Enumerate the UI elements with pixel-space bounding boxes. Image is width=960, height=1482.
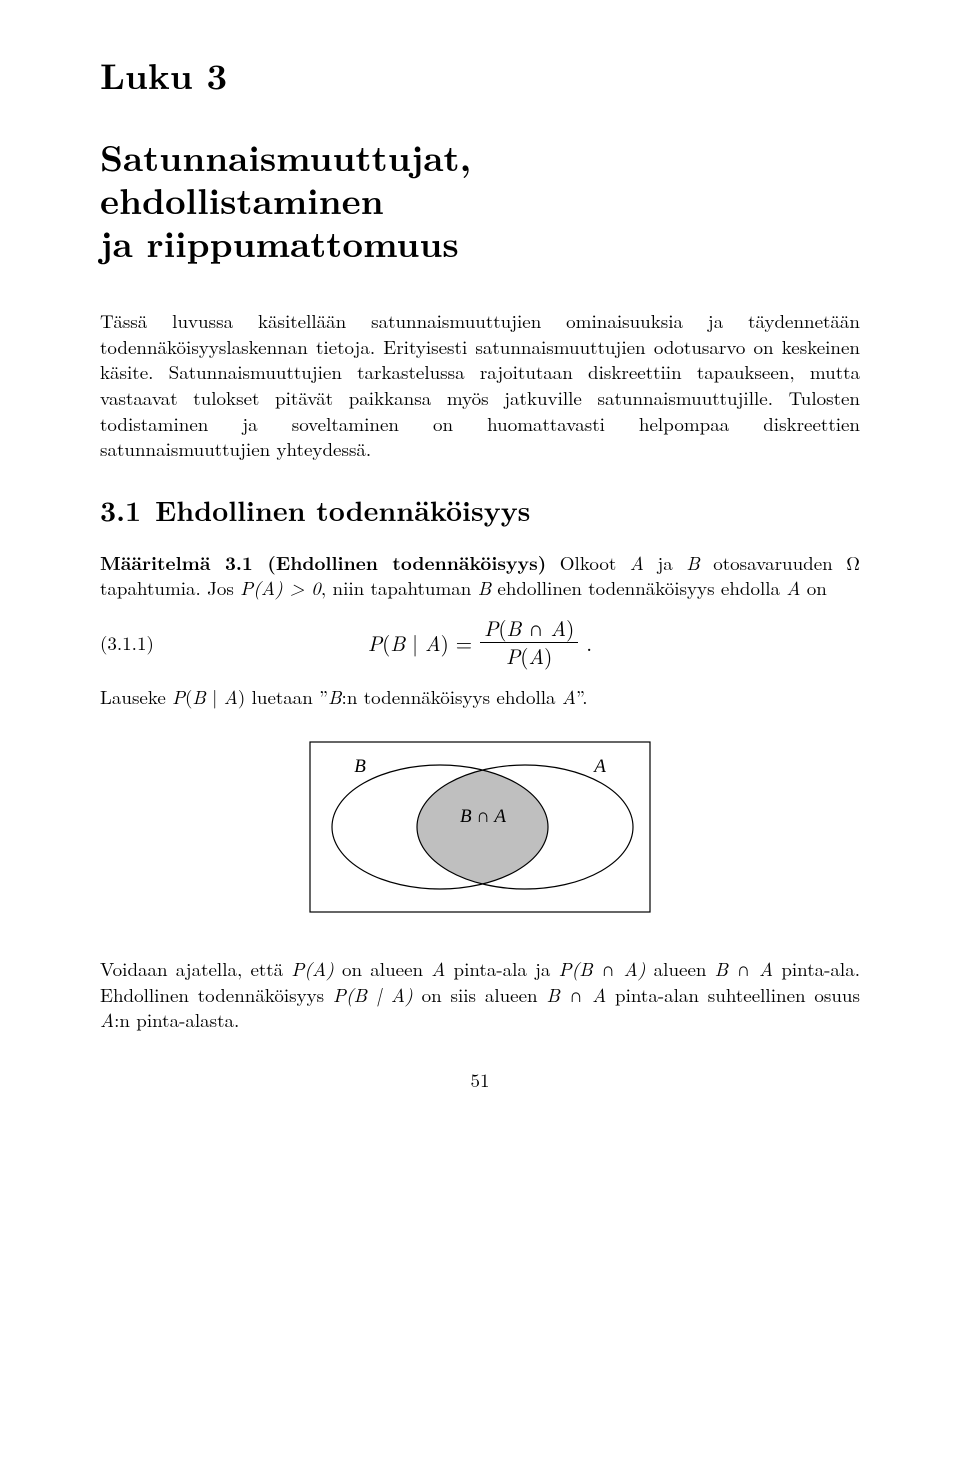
chapter-label: Luku 3 — [100, 50, 860, 99]
eq-num-P: P — [484, 613, 498, 643]
eq-lhs-bar: | — [405, 628, 425, 658]
equation-fraction: P(B ∩ A) P(A) — [480, 617, 578, 668]
section-title: Ehdollinen todennäköisyys — [155, 490, 530, 530]
eq-num-open: ( — [498, 613, 506, 643]
eq-num-close: ) — [566, 613, 574, 643]
def-var-B2: B — [478, 574, 491, 601]
eq-den-close: ) — [544, 641, 552, 671]
cl-A: A — [431, 955, 445, 982]
def-var-A: A — [630, 549, 644, 576]
eq-lhs-A: A — [425, 628, 441, 658]
eq-num-cap: ∩ — [521, 613, 550, 643]
def-text-d: , niin tapahtuman — [321, 574, 478, 601]
read-A2: A — [562, 683, 576, 710]
section-number: 3.1 — [100, 490, 141, 530]
venn-label-A: A — [592, 756, 606, 777]
equation-body: P(B | A) = P(B ∩ A) P(A) . — [368, 617, 592, 668]
eq-num-B: B — [507, 613, 522, 643]
chapter-title-line3: ja riippumattomuus — [100, 216, 459, 268]
read-B2: B — [328, 683, 341, 710]
cl-h: :n pinta-alasta. — [114, 1006, 239, 1033]
cl-f: on siis alueen — [413, 981, 547, 1008]
eq-lhs-close: ) = — [441, 628, 473, 658]
read-a: Lauseke — [100, 683, 172, 710]
eq-lhs-P: P — [368, 628, 382, 658]
read-b: luetaan ” — [245, 683, 328, 710]
venn-diagram: B A B ∩ A — [100, 732, 860, 922]
cl-A2: A — [100, 1006, 114, 1033]
cl-PBcapA: P(B ∩ A) — [559, 955, 646, 982]
read-sentence: Lauseke P(B | A) luetaan ”B:n todennäköi… — [100, 684, 860, 710]
def-text-f: on — [800, 574, 826, 601]
def-var-B: B — [686, 549, 699, 576]
cl-g: pinta-alan suhteellinen osuus — [606, 981, 860, 1008]
read-d: ”. — [576, 683, 588, 710]
definition-3-1: Määritelmä 3.1 (Ehdollinen todennäköisyy… — [100, 550, 860, 601]
eq-period: . — [586, 629, 592, 657]
intro-paragraph: Tässä luvussa käsitellään satunnaismuutt… — [100, 308, 860, 462]
closing-paragraph: Voidaan ajatella, että P(A) on alueen A … — [100, 956, 860, 1033]
eq-lhs-B: B — [390, 628, 405, 658]
cl-BcapA2: B ∩ A — [546, 981, 606, 1008]
venn-label-BcapA: B ∩ A — [460, 806, 506, 827]
section-heading: 3.1 Ehdollinen todennäköisyys — [100, 492, 860, 530]
def-PA-gt0: P(A) > 0 — [240, 574, 321, 601]
cl-b: on alueen — [334, 955, 431, 982]
cl-d: alueen — [646, 955, 715, 982]
read-A: A — [224, 683, 238, 710]
equation-number: (3.1.1) — [100, 630, 154, 656]
venn-label-B: B — [354, 756, 366, 777]
chapter-title: Satunnaismuuttujat, ehdollistaminen ja r… — [100, 135, 860, 265]
definition-label: Määritelmä 3.1 (Ehdollinen todennäköisyy… — [100, 548, 546, 576]
page-number: 51 — [100, 1067, 860, 1093]
def-text-a: Olkoot — [546, 549, 630, 576]
cl-PA: P(A) — [291, 955, 334, 982]
eq-num-A: A — [550, 613, 566, 643]
eq-den-A: A — [528, 641, 544, 671]
read-B: B — [192, 683, 205, 710]
def-text-b: ja — [644, 549, 686, 576]
def-text-e: ehdollinen todennäköisyys ehdolla — [491, 574, 786, 601]
def-var-A2: A — [786, 574, 800, 601]
cl-PBcondA: P(B | A) — [333, 981, 413, 1008]
cl-a: Voidaan ajatella, että — [100, 955, 291, 982]
cl-c: pinta-ala ja — [445, 955, 558, 982]
read-P: P — [172, 683, 185, 710]
eq-den-P: P — [506, 641, 520, 671]
cl-BcapA: B ∩ A — [715, 955, 774, 982]
read-c: :n todennäköisyys ehdolla — [342, 683, 562, 710]
read-bar: | — [206, 683, 224, 710]
equation-3-1-1: (3.1.1) P(B | A) = P(B ∩ A) P(A) . (3.1.… — [100, 617, 860, 668]
